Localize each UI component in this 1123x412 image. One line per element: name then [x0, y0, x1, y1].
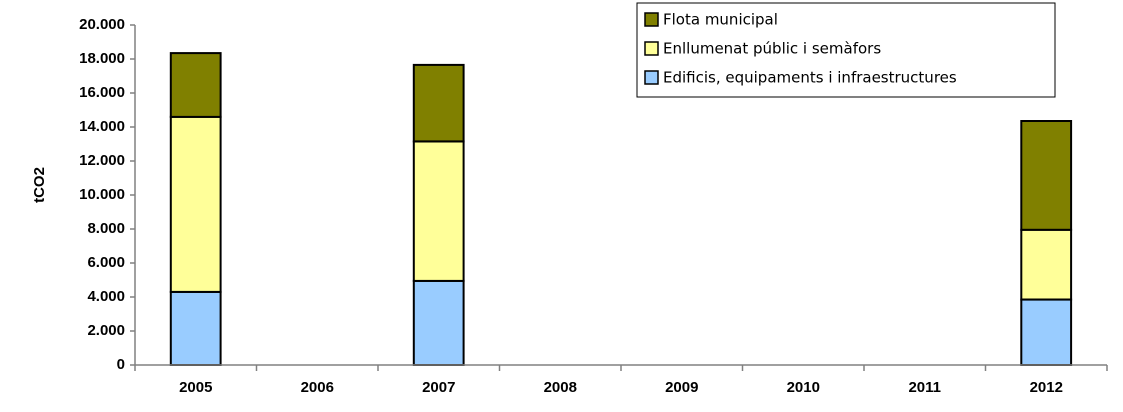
y-tick-label: 2.000 — [87, 322, 125, 339]
y-tick-label: 20.000 — [79, 16, 125, 33]
x-tick-label: 2009 — [665, 379, 698, 396]
legend: Flota municipal Enllumenat públic i semàf… — [636, 2, 1056, 98]
y-tick-label: 16.000 — [79, 84, 125, 101]
y-tick-label: 18.000 — [79, 50, 125, 67]
x-tick-label: 2011 — [908, 379, 941, 396]
x-tick-label: 2006 — [301, 379, 334, 396]
axes-layer: 0 2.000 4.000 6.000 8.000 10.000 12.000 14.000 1… — [79, 16, 1108, 396]
bars-layer — [169, 52, 1073, 367]
bar-2012-series-0 — [1020, 298, 1073, 367]
bar-2007-series-2 — [412, 63, 465, 143]
x-tick-label: 2010 — [787, 379, 820, 396]
y-tick-label: 12.000 — [79, 152, 125, 169]
y-axis-title: tCO2 — [31, 167, 48, 203]
y-tick-label: 8.000 — [87, 220, 125, 237]
legend-swatch — [644, 41, 659, 56]
bar-2012-series-1 — [1020, 228, 1073, 301]
y-tick-label: 4.000 — [87, 288, 125, 305]
x-tick-label: 2008 — [544, 379, 577, 396]
bar-2007-series-0 — [412, 279, 465, 366]
bar-2012-series-2 — [1020, 120, 1073, 231]
legend-label: Flota municipal — [663, 11, 778, 29]
y-tick-label: 6.000 — [87, 254, 125, 271]
bar-2005-series-2 — [169, 52, 222, 118]
legend-box — [636, 2, 1056, 98]
y-tick-label: 14.000 — [79, 118, 125, 135]
x-tick-label: 2007 — [422, 379, 455, 396]
legend-swatch — [644, 12, 659, 27]
legend-label: Enllumenat públic i semàfors — [663, 40, 881, 58]
bar-2007-series-1 — [412, 140, 465, 282]
bar-2005-series-1 — [169, 115, 222, 293]
x-tick-label: 2012 — [1030, 379, 1063, 396]
legend-label: Edificis, equipaments i infraestructures — [663, 69, 957, 87]
y-tick-label: 10.000 — [79, 186, 125, 203]
y-tick-label: 0 — [117, 356, 125, 373]
bar-2005-series-0 — [169, 290, 222, 366]
legend-swatch — [644, 70, 659, 85]
x-tick-label: 2005 — [179, 379, 212, 396]
